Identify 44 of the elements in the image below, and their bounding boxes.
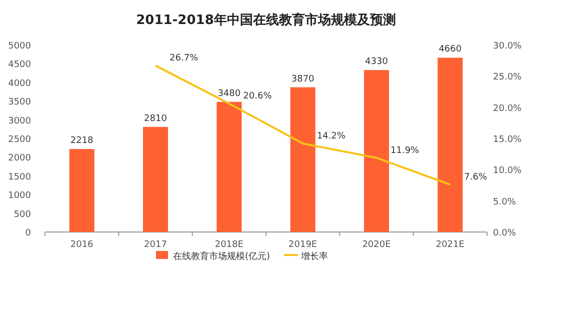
chart-title: 2011-2018年中国在线教育市场规模及预测 <box>136 12 396 28</box>
y2-tick-label: 30.0% <box>493 42 522 52</box>
y-tick-label: 5000 <box>8 42 32 52</box>
bar <box>216 102 242 232</box>
x-tick-label: 2017 <box>144 240 167 250</box>
y2-tick-label: 25.0% <box>493 72 522 83</box>
data-label: 2810 <box>144 114 168 124</box>
y2-tick-label: 10.0% <box>493 166 522 176</box>
x-tick-label: 2020E <box>362 240 392 250</box>
data-label: 20.6% <box>243 92 272 102</box>
y2-tick-label: 0.0% <box>493 228 516 238</box>
data-label: 14.2% <box>316 131 346 142</box>
bar <box>438 58 463 232</box>
y-tick-label: 4000 <box>8 78 32 89</box>
data-label: 3480 <box>218 88 241 99</box>
legend-label: 增长率 <box>300 251 328 262</box>
data-label: 11.9% <box>390 146 420 156</box>
y-tick-label: 1500 <box>8 172 32 182</box>
x-tick-label: 2019E <box>288 240 318 250</box>
y-tick-label: 1000 <box>8 191 32 202</box>
y-tick-label: 2500 <box>8 135 32 145</box>
y-tick-label: 3500 <box>8 98 32 108</box>
y2-tick-label: 15.0% <box>493 135 522 145</box>
x-tick-label: 2018E <box>214 240 244 250</box>
data-label: 26.7% <box>170 54 199 64</box>
data-label: 4330 <box>365 57 388 68</box>
data-label: 2218 <box>70 136 94 146</box>
bar <box>290 87 316 232</box>
y-tick-label: 2000 <box>8 154 32 164</box>
y-tick-label: 4500 <box>8 60 32 70</box>
y2-tick-label: 5.0% <box>493 197 516 208</box>
x-tick-label: 2016 <box>70 240 94 250</box>
bar <box>69 149 94 232</box>
y-tick-label: 3000 <box>8 116 32 126</box>
y2-tick-label: 20.0% <box>493 104 522 114</box>
x-tick-label: 2021E <box>436 240 465 250</box>
data-label: 7.6% <box>464 172 488 183</box>
bar <box>142 126 168 232</box>
y-tick-label: 500 <box>14 210 32 220</box>
data-label: 3870 <box>291 74 315 84</box>
data-label: 4660 <box>438 44 462 55</box>
bar <box>364 70 390 232</box>
y-tick-label: 0 <box>25 228 32 238</box>
legend-label: 在线教育市场规模(亿元) <box>173 251 270 262</box>
